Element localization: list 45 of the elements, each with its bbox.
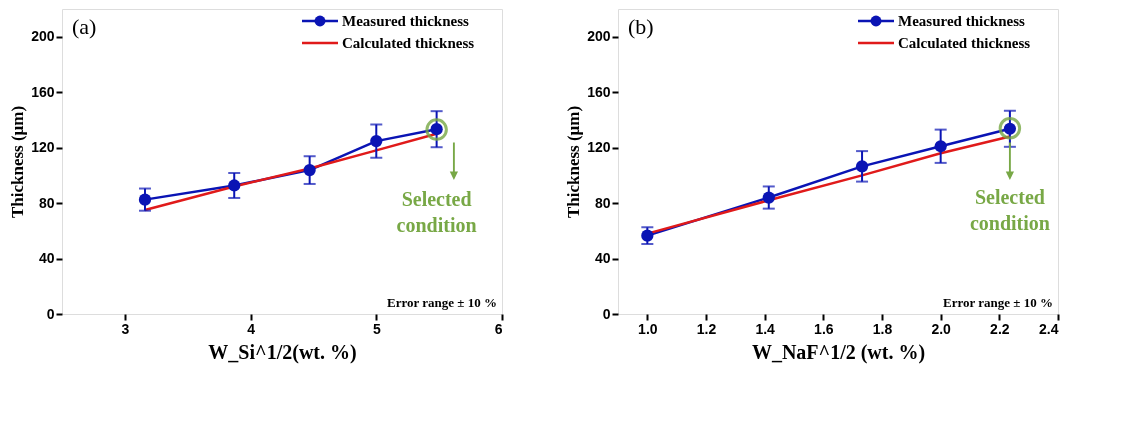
legend-label: Measured thickness (898, 13, 1025, 29)
annotation: Error range ± 10 % (943, 295, 1053, 310)
x-tick-label: 1.0 (638, 320, 658, 337)
annotation: Selected condition (969, 186, 1050, 235)
y-tick-label: 80 (38, 194, 55, 211)
y-tick-label: 40 (594, 250, 611, 267)
x-axis-title: W_Si^1/2(wt. %) (208, 340, 357, 364)
point (934, 140, 947, 153)
x-tick-label: 4 (247, 320, 256, 337)
x-tick-label: 1.4 (755, 320, 776, 337)
point (303, 163, 316, 177)
y-tick-label: 160 (31, 83, 55, 100)
x-tick-label: 3 (121, 320, 130, 337)
point (228, 179, 241, 192)
x-tick-label: 2.2 (990, 320, 1010, 337)
point (855, 160, 869, 173)
y-tick-label: 0 (46, 305, 55, 322)
annotation: Selected condition (396, 187, 477, 236)
x-tick-label: 1.6 (814, 320, 834, 337)
y-axis-title: Thickness (μm) (564, 105, 584, 219)
x-tick-label: 2.0 (931, 320, 952, 337)
legend-label: Calculated thickness (342, 35, 475, 51)
x-tick-label: 6 (494, 320, 503, 337)
y-tick-label: 0 (602, 305, 611, 322)
x-tick-label: 1.2 (696, 320, 717, 337)
x-tick-label: 2.4 (1039, 320, 1059, 337)
x-tick-label: 5 (372, 320, 381, 337)
y-tick-label: 120 (31, 139, 55, 156)
point (138, 193, 152, 206)
y-tick-label: 40 (38, 250, 55, 267)
x-axis-title: W_NaF^1/2 (wt. %) (751, 340, 926, 364)
annotation: (b) (628, 14, 654, 39)
annotation: (a) (72, 14, 97, 39)
y-axis-title: Thickness (μm) (8, 105, 28, 219)
y-tick-label: 200 (587, 28, 611, 45)
x-tick-label: 1.8 (872, 320, 893, 337)
y-tick-label: 80 (594, 194, 611, 211)
point (370, 135, 383, 148)
legend-label: Measured thickness (342, 13, 469, 29)
annotation: Error range ± 10 % (387, 295, 497, 310)
y-tick-label: 160 (587, 83, 611, 100)
y-tick-label: 200 (31, 28, 55, 45)
y-tick-label: 120 (587, 139, 611, 156)
legend-label: Calculated thickness (898, 35, 1031, 51)
point (762, 191, 775, 204)
